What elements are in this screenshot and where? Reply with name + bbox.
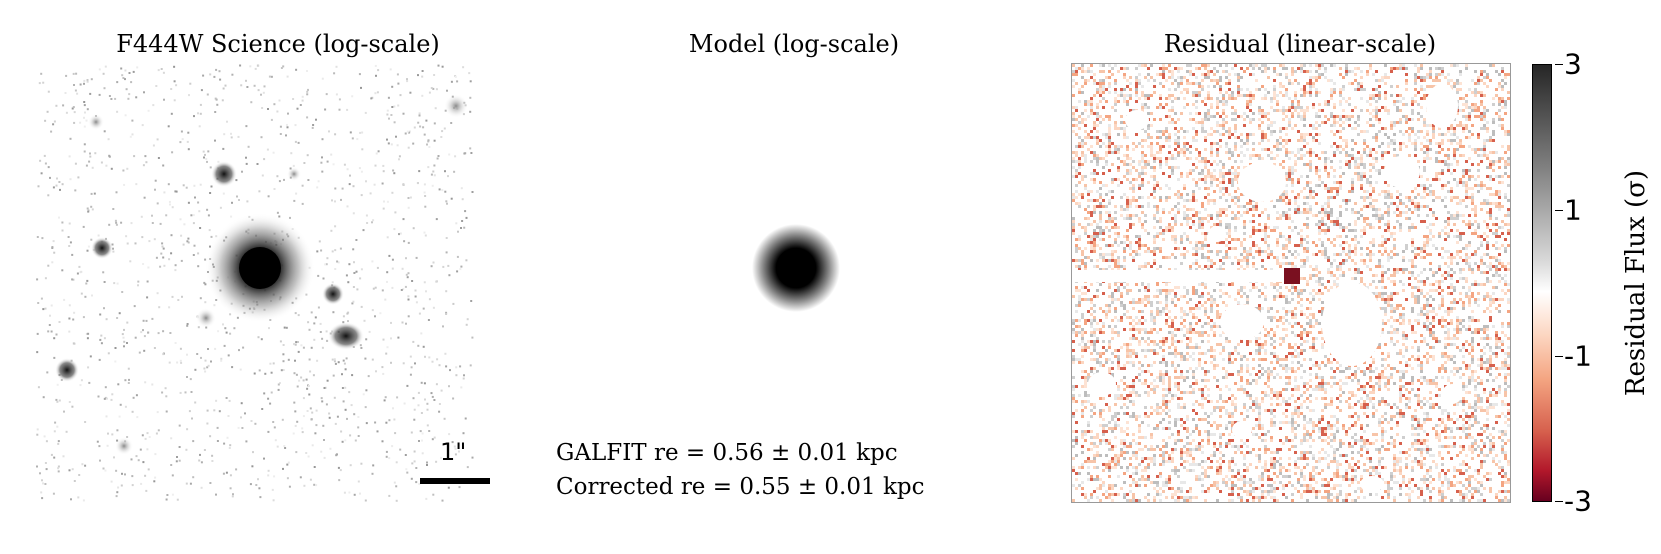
science-image <box>36 64 474 502</box>
model-image <box>574 64 1012 502</box>
colorbar-tick-label: -1 <box>1564 339 1592 373</box>
science-panel-title: F444W Science (log-scale) <box>116 30 440 58</box>
colorbar <box>1532 64 1552 502</box>
scalebar <box>420 478 490 484</box>
colorbar-tick-label: -3 <box>1564 484 1592 518</box>
model-panel-title: Model (log-scale) <box>688 30 900 58</box>
colorbar-tick <box>1555 356 1563 357</box>
colorbar-title: Residual Flux (σ) <box>1621 169 1651 397</box>
residual-panel-title: Residual (linear-scale) <box>1163 30 1437 58</box>
residual-image <box>1071 63 1511 503</box>
colorbar-tick <box>1555 64 1563 65</box>
colorbar-tick-label: 1 <box>1564 193 1582 227</box>
colorbar-tick <box>1555 210 1563 211</box>
colorbar-tick <box>1555 501 1563 502</box>
galfit-radius-note: GALFIT re = 0.56 ± 0.01 kpc <box>556 440 898 466</box>
corrected-radius-note: Corrected re = 0.55 ± 0.01 kpc <box>556 474 925 500</box>
colorbar-tick-label: 3 <box>1564 47 1582 81</box>
scalebar-label: 1" <box>440 438 467 466</box>
